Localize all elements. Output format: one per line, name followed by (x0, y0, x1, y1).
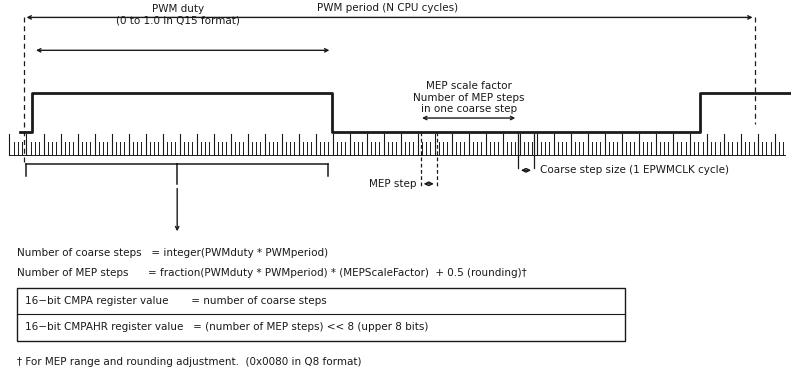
Text: Number of MEP steps      = fraction(PWMduty * PWMperiod) * (MEPScaleFactor)  + 0: Number of MEP steps = fraction(PWMduty *… (17, 268, 527, 278)
Text: † For MEP range and rounding adjustment.  (0x0080 in Q8 format): † For MEP range and rounding adjustment.… (17, 357, 362, 367)
Bar (17, 288, 625, 341)
Text: Number of coarse steps   = integer(PWMduty * PWMperiod): Number of coarse steps = integer(PWMduty… (17, 248, 328, 259)
Text: Coarse step size (1 EPWMCLK cycle): Coarse step size (1 EPWMCLK cycle) (540, 165, 729, 175)
Text: PWM duty
(0 to 1.0 in Q15 format): PWM duty (0 to 1.0 in Q15 format) (116, 3, 240, 25)
Text: 16−bit CMPAHR register value   = (number of MEP steps) << 8 (upper 8 bits): 16−bit CMPAHR register value = (number o… (25, 322, 429, 332)
Text: MEP scale factor
Number of MEP steps
in one coarse step: MEP scale factor Number of MEP steps in … (413, 81, 524, 114)
Text: PWM period (N CPU cycles): PWM period (N CPU cycles) (317, 3, 458, 13)
Text: 16−bit CMPA register value       = number of coarse steps: 16−bit CMPA register value = number of c… (25, 296, 327, 307)
Text: MEP step: MEP step (369, 179, 417, 189)
